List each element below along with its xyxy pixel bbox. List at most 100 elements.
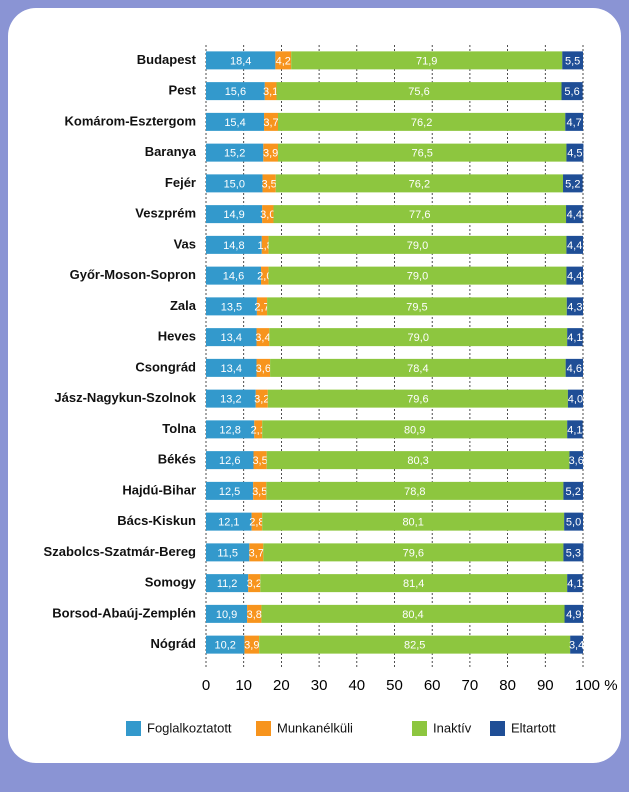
value-label: 2,7 (254, 301, 269, 313)
value-label: 11,5 (217, 547, 238, 559)
value-label: 80,1 (402, 517, 423, 529)
value-label: 4,4 (567, 271, 582, 283)
bar-segment (563, 481, 583, 500)
x-tick-label: 20 (273, 677, 290, 694)
legend-label: Foglalkoztatott (147, 720, 232, 735)
bar-segment (206, 604, 248, 623)
bar-segment (259, 635, 571, 654)
y-tick-label: Pest (169, 83, 197, 98)
legend-swatch (256, 721, 271, 736)
legend-swatch (490, 721, 505, 736)
bar-segment (278, 112, 566, 131)
value-label: 12,5 (219, 486, 240, 498)
x-tick-label: 60 (424, 677, 441, 694)
y-tick-label: Komárom-Esztergom (65, 113, 196, 128)
value-label: 14,9 (223, 209, 244, 221)
bar-segment (566, 143, 584, 162)
value-label: 13,4 (221, 332, 242, 344)
legend-swatch (412, 721, 427, 736)
value-label: 3,8 (247, 609, 262, 621)
bar-segment (567, 420, 583, 439)
value-label: 11,2 (217, 578, 238, 590)
legend-label: Munkanélküli (277, 720, 353, 735)
bar-segment (206, 635, 245, 654)
value-label: 4,1 (567, 332, 582, 344)
value-label: 4,5 (567, 148, 582, 160)
value-label: 3,9 (263, 148, 278, 160)
value-label: 2,1 (251, 424, 266, 436)
y-tick-label: Jász-Nagykun-Szolnok (54, 390, 196, 405)
bar-segment (266, 451, 570, 470)
bar-segment (251, 512, 263, 531)
bar-segment (264, 112, 279, 131)
bar-segment (249, 543, 264, 562)
y-tick-label: Hajdú-Bihar (122, 482, 196, 497)
y-tick-label: Vas (174, 236, 196, 251)
bar-segment (278, 143, 567, 162)
bar-segment (564, 512, 583, 531)
bar-segment (563, 543, 584, 562)
value-label: 3,0 (260, 209, 275, 221)
bar-segment (206, 512, 252, 531)
bar-segment (567, 574, 583, 593)
bar-segment (206, 51, 276, 70)
value-label: 3,6 (569, 455, 584, 467)
bar-segment (268, 235, 567, 254)
bar-segment (206, 112, 265, 131)
bar-segment (206, 82, 265, 101)
bar-segment (206, 235, 262, 254)
y-tick-label: Baranya (145, 144, 197, 159)
bar-segment (562, 51, 583, 70)
value-label: 78,8 (404, 486, 425, 498)
bar-segment (266, 481, 564, 500)
bar-segment (262, 205, 274, 224)
bar-segment (256, 297, 268, 316)
value-label: 13,5 (221, 301, 242, 313)
value-label: 3,7 (263, 117, 278, 129)
value-label: 4,1 (567, 424, 582, 436)
bar-segment (569, 451, 583, 470)
value-label: 10,9 (216, 609, 237, 621)
value-label: 4,7 (566, 117, 581, 129)
value-label: 3,4 (255, 332, 270, 344)
value-label: 71,9 (416, 55, 437, 67)
y-tick-label: Budapest (137, 52, 197, 67)
bar-segment (206, 174, 263, 193)
value-label: 3,7 (249, 547, 264, 559)
bar-segment (247, 604, 262, 623)
value-label: 14,6 (223, 271, 244, 283)
bar-segment (244, 635, 260, 654)
value-label: 15,6 (225, 86, 246, 98)
bar-segment (566, 235, 583, 254)
value-label: 3,5 (252, 486, 267, 498)
bar-segment (273, 205, 567, 224)
bar-segment (565, 112, 583, 131)
value-label: 76,5 (411, 148, 432, 160)
bar-segment (206, 205, 263, 224)
value-label: 81,4 (403, 578, 424, 590)
bar-segment (254, 420, 263, 439)
value-label: 15,0 (224, 178, 245, 190)
y-tick-label: Fejér (165, 175, 196, 190)
x-tick-label: 50 (386, 677, 403, 694)
bar-segment (566, 297, 583, 316)
value-label: 3,6 (256, 363, 271, 375)
x-tick-label: 10 (235, 677, 252, 694)
x-tick-label: 100 % (575, 677, 618, 694)
bar-segment (206, 297, 257, 316)
bar-segment (570, 635, 583, 654)
bar-segment (565, 358, 583, 377)
y-tick-label: Győr-Moson-Sopron (70, 267, 196, 282)
value-label: 3,4 (569, 640, 584, 652)
value-label: 78,4 (407, 363, 428, 375)
bar-segment (563, 174, 583, 193)
y-tick-label: Csongrád (135, 359, 196, 374)
bar-segment (206, 389, 256, 408)
value-label: 5,5 (565, 55, 580, 67)
value-label: 79,0 (408, 332, 429, 344)
value-label: 82,5 (404, 640, 425, 652)
value-label: 4,3 (567, 301, 582, 313)
value-label: 4,4 (567, 209, 582, 221)
bar-segment (206, 266, 262, 285)
bar-segment (206, 143, 264, 162)
